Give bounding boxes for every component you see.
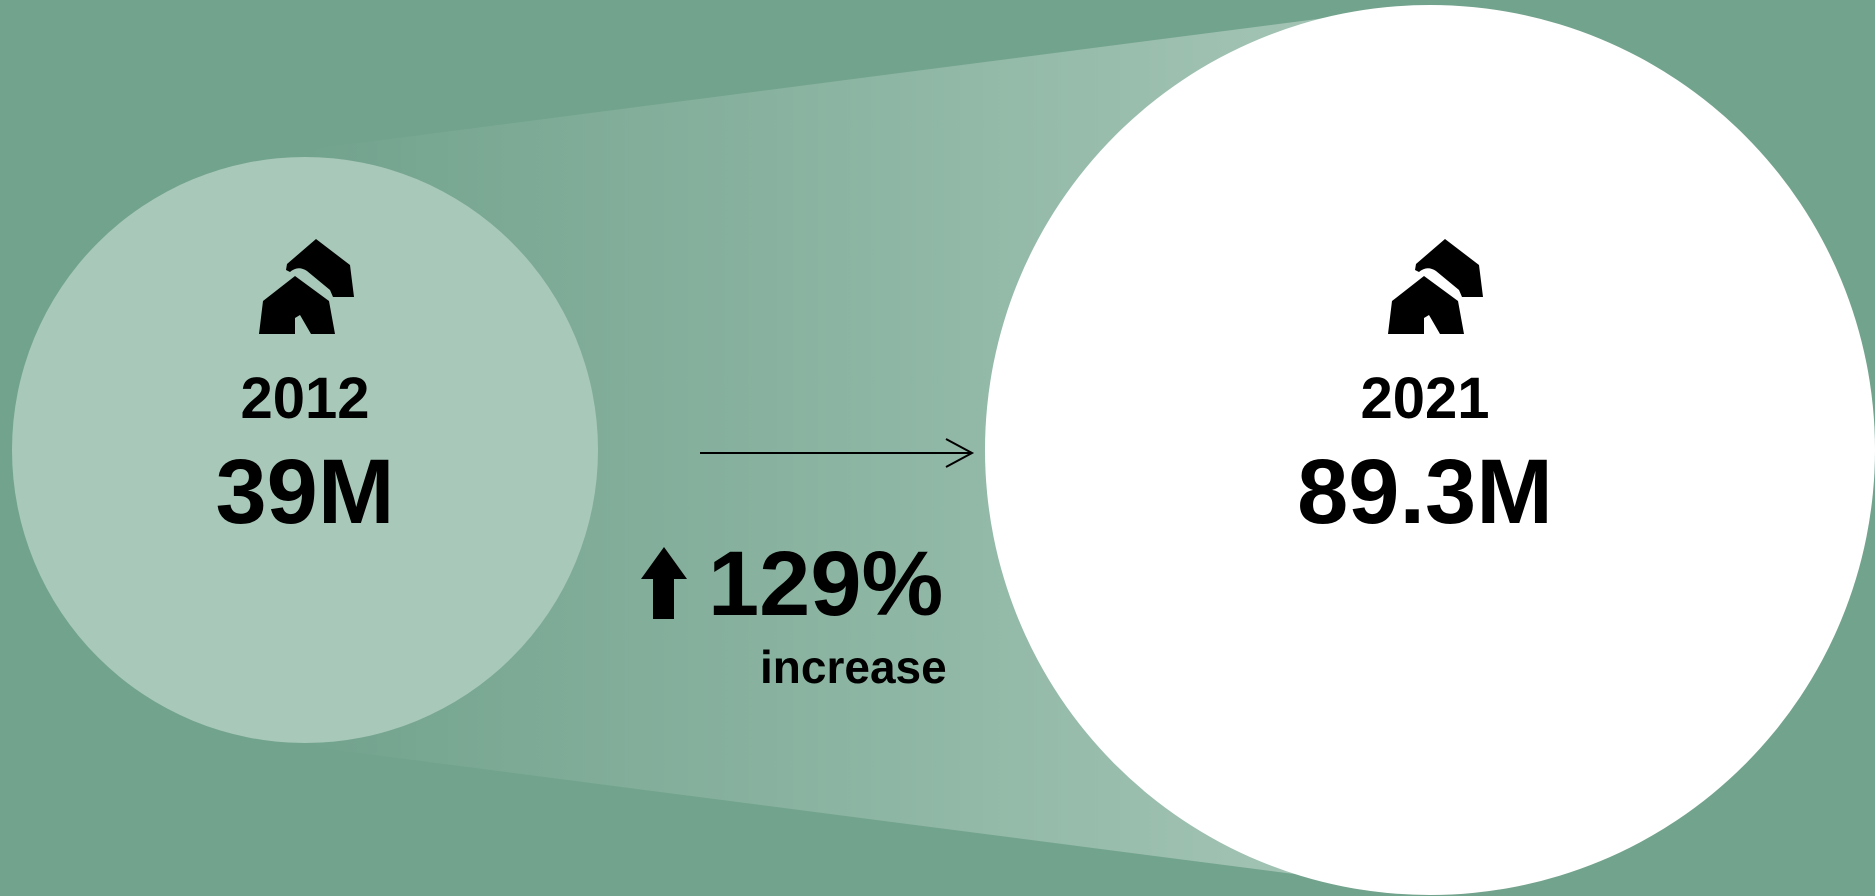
- right-arrow-icon: [700, 438, 975, 468]
- start-year: 2012: [240, 366, 370, 431]
- end-year: 2021: [1360, 366, 1490, 431]
- end-value: 89.3M: [1297, 441, 1553, 543]
- two-houses-icon: [259, 239, 354, 334]
- start-value: 39M: [215, 441, 395, 543]
- start-circle: [12, 157, 598, 743]
- two-houses-icon: [1388, 239, 1483, 334]
- end-circle: [985, 5, 1875, 895]
- change-percent: 129%: [708, 533, 944, 635]
- up-arrow-icon: [641, 547, 687, 619]
- change-label: increase: [760, 641, 947, 693]
